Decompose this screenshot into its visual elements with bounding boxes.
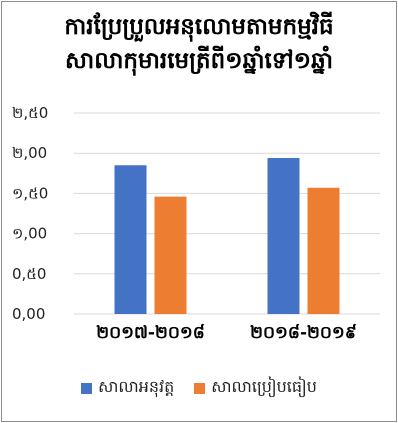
chart-title-line-2: សាលាកុមារមេត្រីពី១ឆ្នាំទៅ១ឆ្នាំ (65, 48, 333, 74)
bar-series-1 (114, 165, 147, 314)
legend-label-series-2: សាលាប្រៀបធៀប (211, 377, 317, 396)
chart-legend: សាលាអនុវត្ត សាលាប្រៀបធៀប (2, 376, 396, 400)
y-tick-label: 0,៥0 (12, 265, 46, 283)
chart-plot-area: 0,00 0,៥0 ១,00 ១,៥0 ២,00 ២,៥0 ២០១៧-២០១៨ ២០១៨-២០… (12, 104, 380, 343)
y-tick-label: 0,00 (12, 305, 45, 323)
legend-label-series-1: សាលាអនុវត្ត (98, 377, 175, 396)
y-tick-label: ១,៥0 (12, 184, 48, 202)
bar-series-1 (267, 158, 300, 314)
legend-swatch-series-2 (194, 382, 206, 394)
y-tick-label: ២,00 (12, 144, 47, 162)
chart-title: ការប្រែប្រួលអនុលោមតាមកម្មវិធី សាលាកុមារម… (2, 10, 396, 78)
x-tick-label: ២០១៧-២០១៨ (96, 323, 205, 343)
y-tick-label: ១,00 (12, 225, 47, 243)
legend-swatch-series-1 (81, 382, 93, 394)
bar-series-2 (307, 187, 340, 314)
chart-title-line-1: ការប្រែប្រួលអនុលោមតាមកម្មវិធី (64, 14, 334, 40)
legend-item-series-1: សាលាអនុវត្ត (81, 376, 174, 400)
x-tick-label: ២០១៨-២០១៩ (250, 323, 357, 343)
legend-item-series-2: សាលាប្រៀបធៀប (194, 376, 317, 400)
y-tick-label: ២,៥0 (12, 104, 48, 122)
bar-series-2 (154, 196, 187, 314)
